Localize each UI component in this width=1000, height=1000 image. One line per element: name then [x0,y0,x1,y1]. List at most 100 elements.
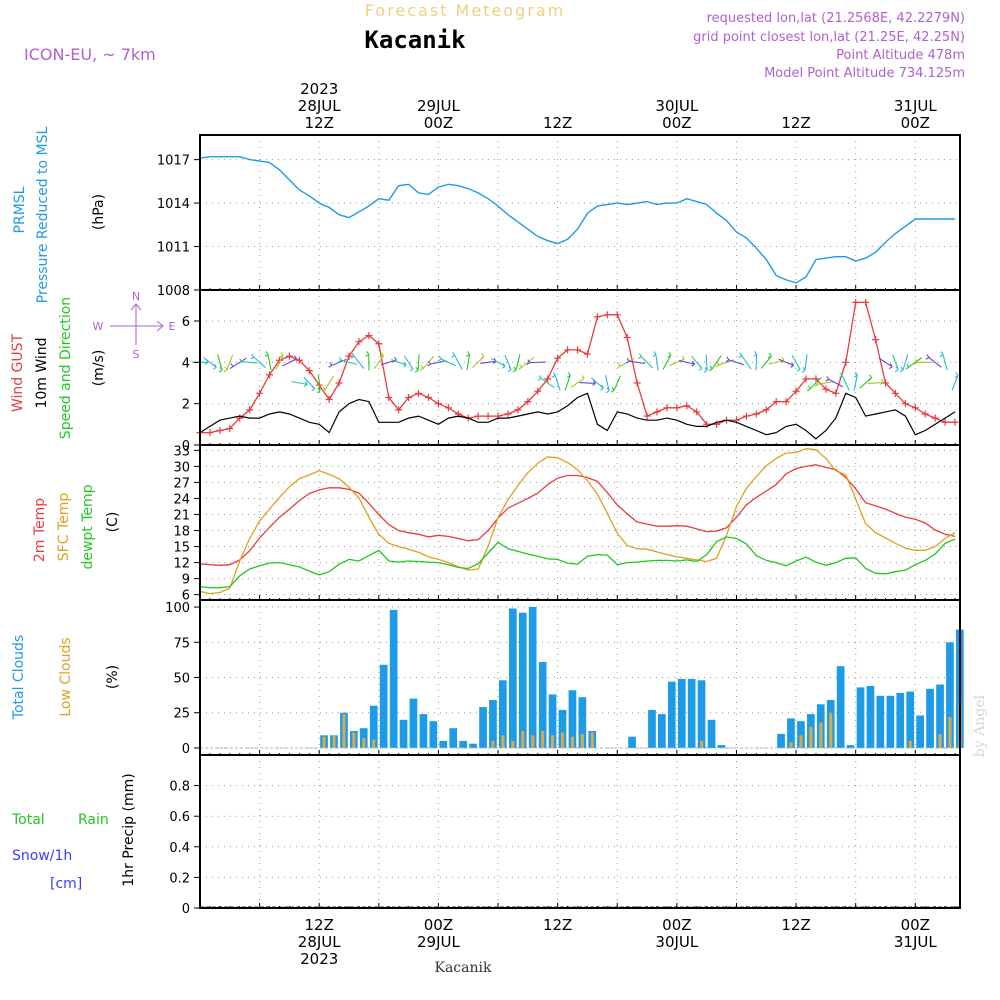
wind-gust-point [385,393,393,401]
wind-direction-arrow [825,375,844,388]
wind-gust-point [405,393,413,401]
temp-dewpt-line [199,536,956,589]
wind-direction-arrow [738,352,752,370]
wind-gust-point [762,406,770,414]
total-clouds-bar [369,705,378,748]
wind-direction-arrow [512,354,521,373]
y-tick-label: 1011 [157,241,190,256]
wind-gust-point [424,393,432,401]
clouds-label-total: Total Clouds [11,635,27,720]
total-clouds-bar [379,664,388,748]
wind-direction-arrow [616,357,635,369]
wind-gust-point [653,408,661,416]
wind-panel-labels: Wind GUST 10m Wind Speed and Direction (… [10,290,176,439]
pressure-label-name: Pressure Reduced to MSL [35,126,51,303]
total-clouds-bar [797,721,805,748]
time-tick-label: 00Z [662,114,691,132]
wind-direction-arrow [590,377,604,391]
pressure-label-unit: (hPa) [91,194,107,230]
point-altitude: Point Altitude 478m [836,48,965,63]
time-tick-label: 12Z [543,916,572,934]
wind-gust-point [752,410,760,418]
total-clouds-bar [916,715,924,748]
y-tick-label: 2 [182,398,190,413]
wind-gust-point [295,356,303,364]
total-clouds-bar [707,719,716,748]
wind-direction-arrow [365,351,370,371]
wind-gust-point [305,367,313,375]
wind-gust-point [335,379,343,387]
compass-e: E [169,320,176,333]
low-clouds-bar [541,731,545,748]
y-tick-label: 12 [173,557,190,572]
total-clouds-bar [499,680,507,748]
low-clouds-bar [700,740,704,748]
clouds-panel-labels: Total Clouds Low Clouds (%) [11,635,121,720]
y-tick-label: 100 [165,601,190,616]
low-clouds-bar [590,732,594,748]
wind-direction-arrow [223,354,234,373]
wind-gust-point [891,389,899,397]
total-clouds-bar [439,740,448,748]
y-tick-label: 24 [173,492,190,507]
wind-gust-point [524,398,532,406]
wind-direction-arrow [791,355,801,372]
compass-w: W [93,320,104,333]
wind-direction-arrow [652,351,659,371]
y-tick-label: 75 [173,636,190,651]
wind-gust-point [822,385,830,393]
wind-gust-point [554,354,562,362]
y-tick-label: 30 [173,460,190,475]
low-clouds-bar [809,726,813,748]
temp-2m-line [199,464,956,566]
total-clouds-bar [777,733,785,748]
credit-watermark: by Angel [972,694,988,757]
wind-direction-arrow [518,356,535,370]
temp-label-dewpt: dewpt Temp [80,484,96,569]
wind-gust-point [593,313,601,321]
model-label: ICON-EU, ~ 7km [24,45,156,64]
wind-direction-arrow [526,359,546,366]
total-clouds-bar [449,728,458,748]
panel-frame-wind [199,289,961,446]
low-clouds-bar [561,732,565,748]
wind-gust-point [852,298,860,306]
wind-direction-arrow [570,375,585,388]
wind-direction-arrow [703,354,708,373]
wind-gust-point [444,404,452,412]
wind-gust-point [603,311,611,319]
low-clouds-bar [511,740,515,748]
panel-frame-pressure [199,134,961,291]
total-clouds-bar [687,678,696,748]
total-clouds-bar [399,719,408,748]
y-tick-label: 21 [173,508,190,523]
wind-direction-arrow [390,359,407,368]
precip-label-snow: Snow/1h [12,848,72,864]
total-clouds-bar [896,693,905,748]
total-clouds-bar [518,612,527,748]
series-layer [192,155,964,908]
wind-direction-arrow [504,354,512,373]
wind-direction-arrow [537,375,555,389]
wind-gust-point [643,412,651,420]
wind-gust-point [772,398,780,406]
wind-gust-point [782,398,790,406]
wind-gust-point [832,389,840,397]
total-clouds-bar [558,709,567,748]
wind-direction-arrow [625,357,646,364]
total-clouds-bar [469,743,477,748]
time-tick-label: 12Z [781,916,810,934]
wind-direction-arrow [264,351,272,371]
time-tick-label: 12Z [781,114,810,132]
temp-label-unit: (C) [105,512,121,533]
wind-direction-arrow [678,359,696,367]
wind-gust-point [325,396,333,404]
wind-label-speed-dir: Speed and Direction [58,297,74,439]
wind-gust-point [901,400,909,408]
clouds-label-unit: (%) [105,665,121,689]
low-clouds-bar [342,714,346,748]
total-clouds-bar [866,686,875,748]
total-clouds-bar [509,608,517,748]
wind-gust-point [842,358,850,366]
